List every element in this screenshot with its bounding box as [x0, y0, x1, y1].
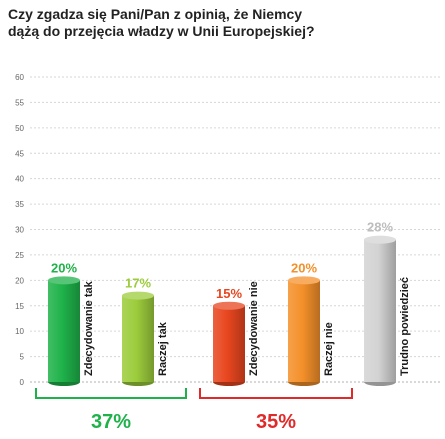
- bar-2: [213, 305, 245, 382]
- bar-top-3: [288, 276, 320, 285]
- bar-top-4: [364, 235, 396, 244]
- y-tick-label-55: 55: [15, 98, 24, 107]
- y-tick-label-45: 45: [15, 149, 24, 158]
- category-label-1: Raczej tak: [157, 321, 169, 376]
- bar-0: [48, 280, 80, 382]
- y-tick-label-40: 40: [15, 175, 24, 184]
- bar-3: [288, 280, 320, 382]
- y-tick-label-20: 20: [15, 276, 24, 285]
- value-label-2: 15%: [216, 286, 242, 301]
- y-tick-label-60: 60: [15, 73, 24, 82]
- y-tick-label-35: 35: [15, 200, 24, 209]
- y-tick-label-50: 50: [15, 124, 24, 133]
- bar-4: [364, 239, 396, 382]
- value-label-0: 20%: [51, 260, 77, 275]
- chart-title: Czy zgadza się Pani/Pan z opinią, że Nie…: [8, 6, 438, 40]
- bar-top-1: [122, 291, 154, 300]
- y-tick-label-15: 15: [15, 302, 24, 311]
- chart-title-line-2: dążą do przejęcia władzy w Unii Europejs…: [8, 23, 315, 39]
- bar-top-2: [213, 301, 245, 310]
- y-tick-label-25: 25: [15, 251, 24, 260]
- bar-top-0: [48, 276, 80, 285]
- category-label-0: Zdecydowanie tak: [83, 280, 95, 376]
- y-tick-label-0: 0: [20, 378, 25, 387]
- group-bracket-1: [199, 388, 353, 399]
- value-label-1: 17%: [125, 276, 151, 291]
- group-bracket-0: [35, 388, 187, 399]
- category-label-4: Trudno powiedzieć: [399, 277, 411, 376]
- group-total-1: 35%: [256, 411, 296, 433]
- category-label-3: Raczej nie: [323, 322, 335, 376]
- value-label-3: 20%: [291, 260, 317, 275]
- category-label-2: Zdecydowanie nie: [248, 281, 260, 376]
- value-label-4: 28%: [367, 220, 393, 235]
- group-total-0: 37%: [91, 411, 131, 433]
- y-tick-label-5: 5: [20, 353, 25, 362]
- y-tick-label-10: 10: [15, 327, 24, 336]
- chart-title-line-1: Czy zgadza się Pani/Pan z opinią, że Nie…: [8, 6, 303, 22]
- bar-1: [122, 295, 154, 382]
- y-tick-label-30: 30: [15, 226, 24, 235]
